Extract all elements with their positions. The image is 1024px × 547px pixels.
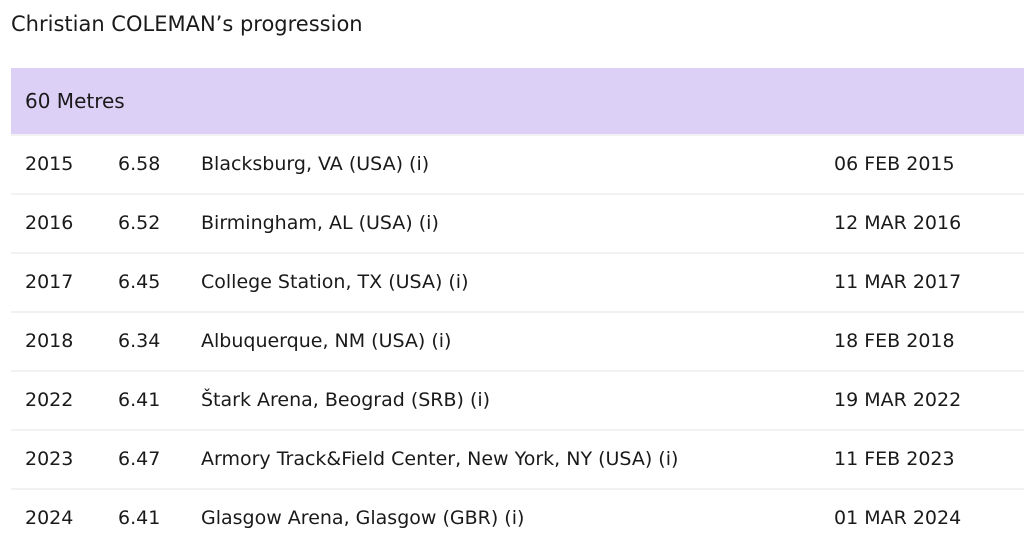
date: 19 MAR 2022 xyxy=(834,389,962,411)
year: 2024 xyxy=(25,507,74,529)
venue: Blacksburg, VA (USA) (i) xyxy=(201,153,430,175)
venue: Glasgow Arena, Glasgow (GBR) (i) xyxy=(201,507,525,529)
venue: Birmingham, AL (USA) (i) xyxy=(201,212,439,234)
progression-table: 60 Metres 2015 6.58 Blacksburg, VA (USA) (… xyxy=(11,68,1024,547)
table-row: 2018 6.34 Albuquerque, NM (USA) (i) 18 FEB … xyxy=(11,313,1024,370)
mark: 6.41 xyxy=(118,507,161,529)
table-row: 2024 6.41 Glasgow Arena, Glasgow (GBR) (i)… xyxy=(11,490,1024,547)
date: 11 MAR 2017 xyxy=(834,271,962,293)
table-row: 2023 6.47 Armory Track&Field Center, New Y… xyxy=(11,431,1024,488)
year: 2018 xyxy=(25,330,74,352)
year: 2015 xyxy=(25,153,74,175)
mark: 6.47 xyxy=(118,448,161,470)
year: 2023 xyxy=(25,448,74,470)
date: 01 MAR 2024 xyxy=(834,507,962,529)
mark: 6.52 xyxy=(118,212,161,234)
venue: Štark Arena, Beograd (SRB) (i) xyxy=(201,389,491,411)
date: 06 FEB 2015 xyxy=(834,153,955,175)
venue: Armory Track&Field Center, New York, NY … xyxy=(201,448,679,470)
table-row: 2016 6.52 Birmingham, AL (USA) (i) 12 MAR 2… xyxy=(11,195,1024,252)
table-row: 2017 6.45 College Station, TX (USA) (i) 11 … xyxy=(11,254,1024,311)
year: 2022 xyxy=(25,389,74,411)
page-title: Christian COLEMAN’s progression xyxy=(11,12,363,36)
mark: 6.34 xyxy=(118,330,161,352)
mark: 6.41 xyxy=(118,389,161,411)
venue: College Station, TX (USA) (i) xyxy=(201,271,469,293)
table-row: 2015 6.58 Blacksburg, VA (USA) (i) 06 FEB 2… xyxy=(11,136,1024,193)
venue: Albuquerque, NM (USA) (i) xyxy=(201,330,452,352)
event-header: 60 Metres xyxy=(11,68,1024,134)
year: 2016 xyxy=(25,212,74,234)
mark: 6.58 xyxy=(118,153,161,175)
date: 12 MAR 2016 xyxy=(834,212,962,234)
year: 2017 xyxy=(25,271,74,293)
table-row: 2022 6.41 Štark Arena, Beograd (SRB) (i) 19… xyxy=(11,372,1024,429)
mark: 6.45 xyxy=(118,271,161,293)
date: 18 FEB 2018 xyxy=(834,330,955,352)
date: 11 FEB 2023 xyxy=(834,448,955,470)
